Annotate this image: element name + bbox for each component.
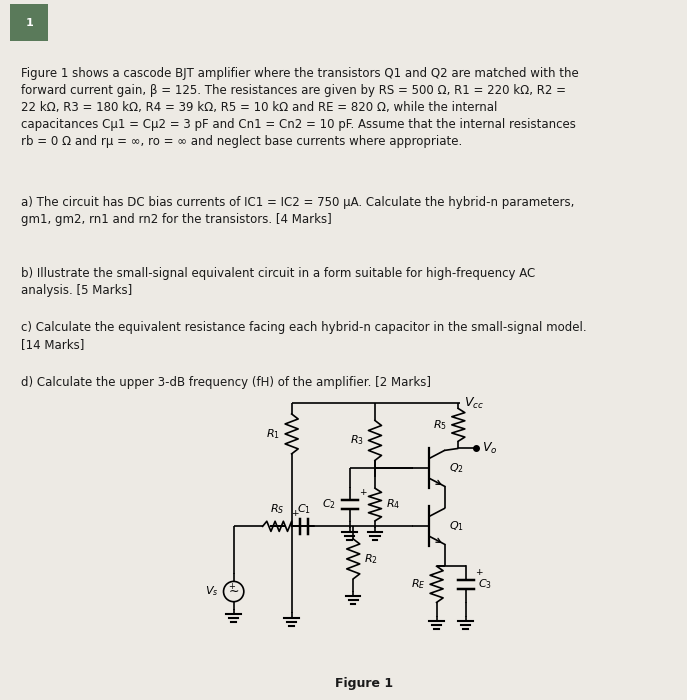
Text: +: + (475, 568, 483, 577)
FancyBboxPatch shape (10, 4, 48, 41)
Text: +: + (228, 582, 235, 591)
Text: $R_1$: $R_1$ (266, 427, 280, 441)
Text: $C_1$: $C_1$ (297, 503, 311, 516)
Text: $C_3$: $C_3$ (478, 578, 493, 592)
Text: ∼: ∼ (228, 585, 239, 598)
Text: $V_s$: $V_s$ (205, 584, 218, 598)
Text: $R_S$: $R_S$ (270, 503, 284, 516)
Text: d) Calculate the upper 3-dB frequency (fH) of the amplifier. [2 Marks]: d) Calculate the upper 3-dB frequency (f… (21, 377, 431, 389)
Text: b) Illustrate the small-signal equivalent circuit in a form suitable for high-fr: b) Illustrate the small-signal equivalen… (21, 267, 535, 297)
Text: $R_3$: $R_3$ (350, 433, 364, 447)
Text: c) Calculate the equivalent resistance facing each hybrid-n capacitor in the sma: c) Calculate the equivalent resistance f… (21, 321, 586, 351)
Text: $V_o$: $V_o$ (482, 441, 497, 456)
Text: +: + (291, 509, 299, 517)
Text: $R_E$: $R_E$ (411, 578, 426, 592)
Text: $V_{cc}$: $V_{cc}$ (464, 395, 484, 411)
Text: $R_5$: $R_5$ (433, 418, 447, 432)
Text: $R_2$: $R_2$ (364, 552, 378, 566)
Text: Figure 1: Figure 1 (335, 678, 393, 690)
Text: $Q_1$: $Q_1$ (449, 519, 464, 533)
Text: a) The circuit has DC bias currents of IC1 = IC2 = 750 μA. Calculate the hybrid-: a) The circuit has DC bias currents of I… (21, 196, 574, 226)
Text: 1: 1 (25, 18, 33, 27)
Text: Figure 1 shows a cascode BJT amplifier where the transistors Q1 and Q2 are match: Figure 1 shows a cascode BJT amplifier w… (21, 66, 578, 148)
Text: +: + (359, 488, 367, 497)
Text: $Q_2$: $Q_2$ (449, 461, 464, 475)
Text: $R_4$: $R_4$ (386, 498, 400, 512)
Text: $C_2$: $C_2$ (322, 498, 336, 512)
